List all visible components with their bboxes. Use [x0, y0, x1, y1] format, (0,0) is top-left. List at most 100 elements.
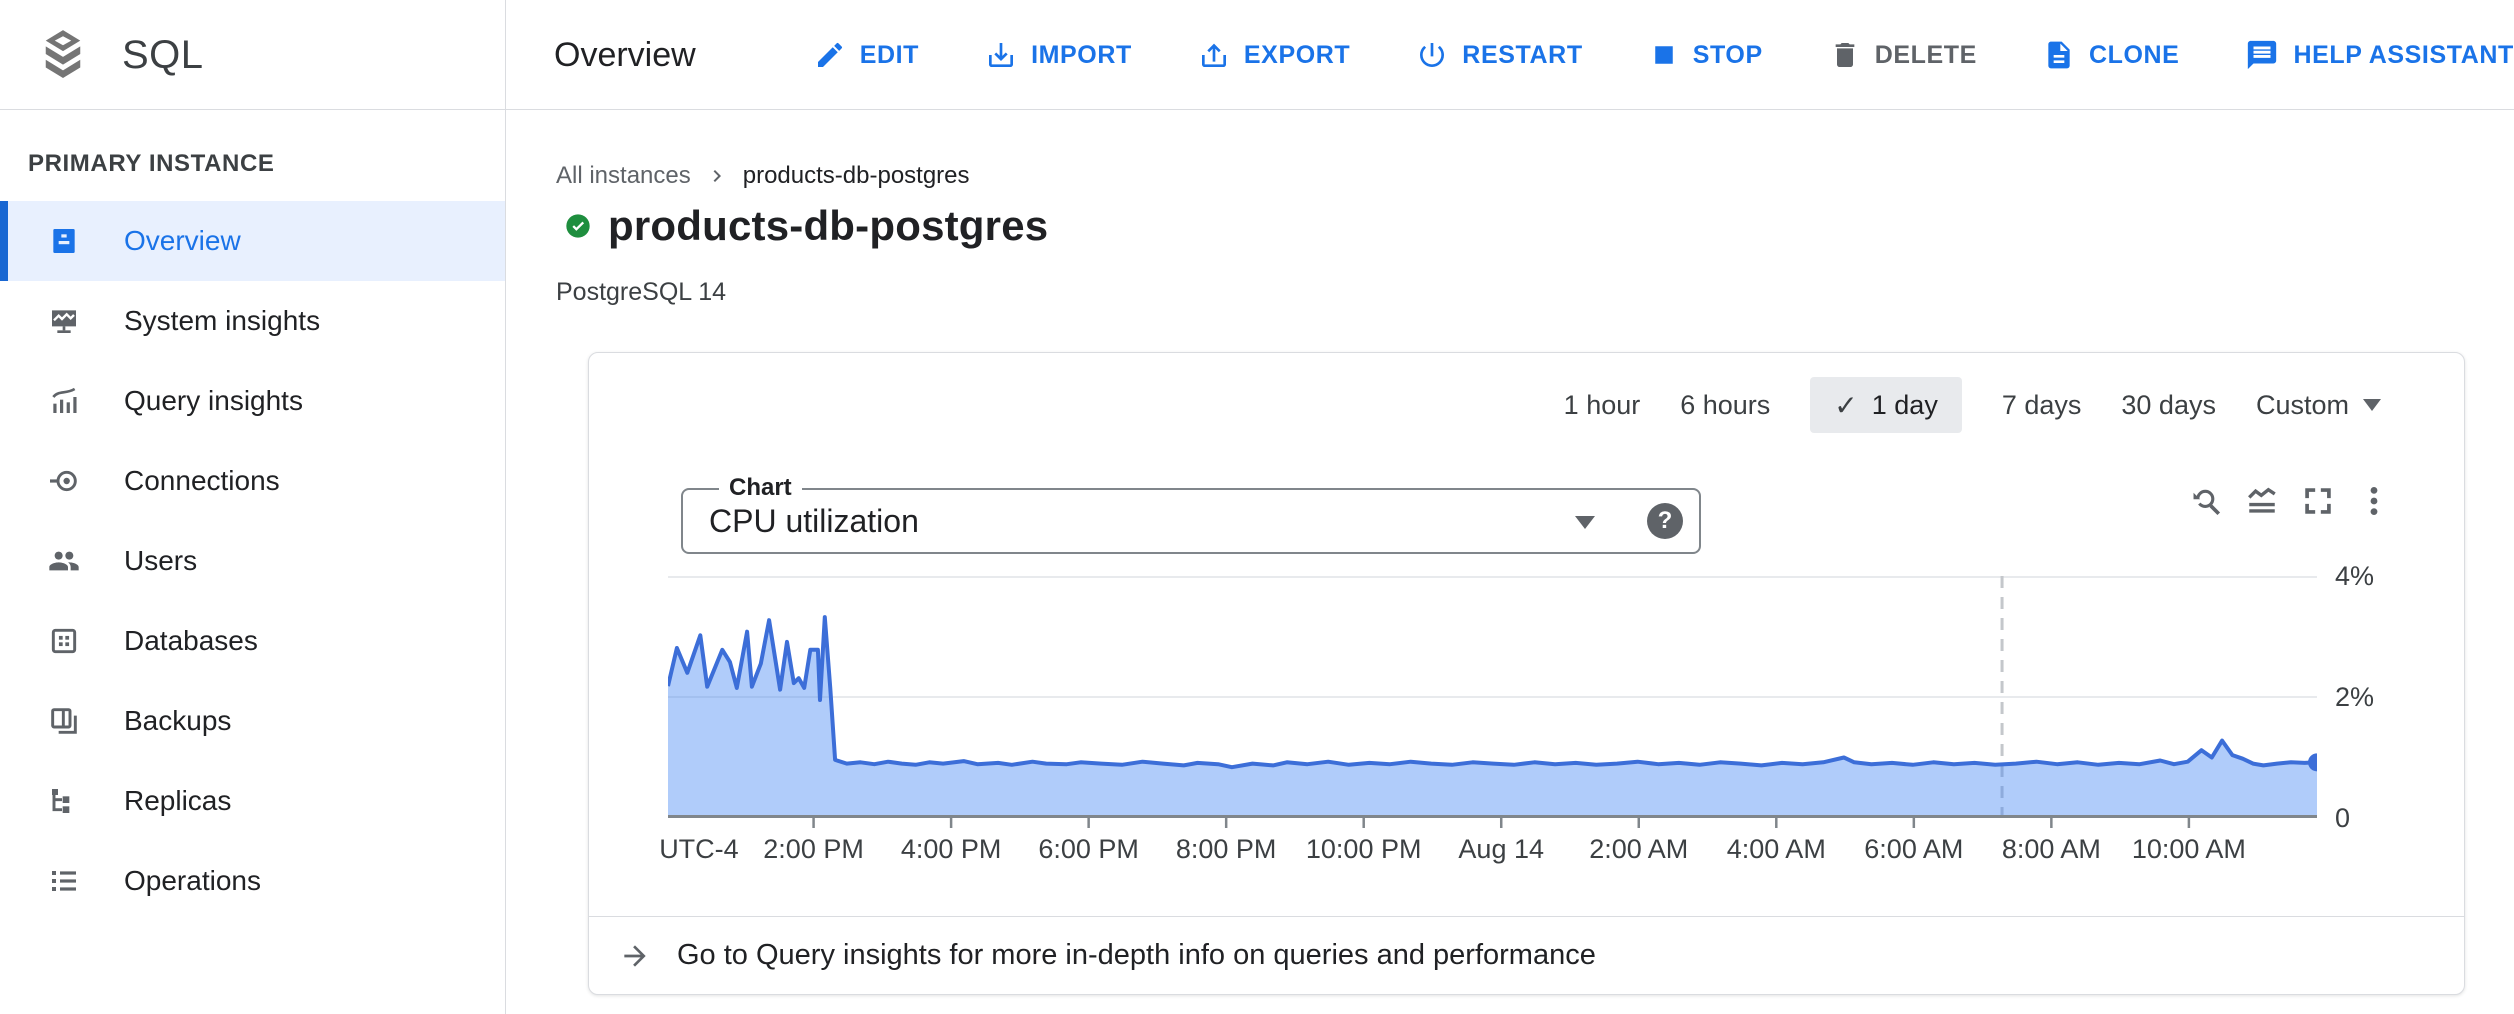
- replicas-icon: [52, 789, 70, 813]
- area-chart-icon[interactable]: [2245, 484, 2279, 518]
- sidebar-item-label: Databases: [124, 625, 258, 656]
- time-range-selector: 1 hour 6 hours ✓ 1 day 7 days 30 days Cu…: [1564, 376, 2381, 434]
- cloud-sql-logo-icon: [45, 30, 81, 78]
- product-logo-area: SQL: [0, 0, 506, 110]
- sidebar-item-replicas[interactable]: Replicas: [0, 761, 505, 841]
- instance-action-toolbar: EDIT IMPORT EXPORT RESTART STOP: [814, 38, 2514, 72]
- y-axis-label: 2%: [2335, 682, 2375, 712]
- sidebar-item-label: Connections: [124, 465, 280, 496]
- chat-icon: [2248, 40, 2277, 70]
- x-axis-label: 8:00 AM: [2001, 834, 2101, 864]
- time-range-30-days[interactable]: 30 days: [2121, 389, 2216, 420]
- time-range-custom[interactable]: Custom: [2256, 390, 2381, 421]
- help-icon[interactable]: ?: [1647, 503, 1683, 539]
- restart-button[interactable]: RESTART: [1416, 39, 1582, 71]
- edit-button[interactable]: EDIT: [814, 39, 919, 71]
- sidebar-item-label: Overview: [124, 225, 241, 256]
- sidebar-item-overview[interactable]: Overview: [0, 201, 505, 281]
- sidebar: PRIMARY INSTANCE Overview System insight…: [0, 110, 506, 1014]
- x-axis-label: Aug 14: [1458, 834, 1544, 864]
- x-axis-label: 10:00 AM: [2131, 834, 2246, 864]
- x-axis-label: 4:00 PM: [900, 834, 1002, 864]
- chart-select-label: Chart: [719, 474, 802, 502]
- sidebar-item-label: Operations: [124, 865, 261, 896]
- export-icon: [1201, 43, 1226, 67]
- sidebar-item-label: Replicas: [124, 785, 232, 816]
- pencil-icon: [817, 42, 842, 67]
- sidebar-item-label: Query insights: [124, 385, 303, 416]
- instance-name-title: products-db-postgres: [608, 202, 1049, 249]
- breadcrumb-all-instances[interactable]: All instances: [556, 162, 691, 189]
- zoom-reset-icon[interactable]: [2189, 484, 2223, 518]
- x-axis-label: 6:00 AM: [1864, 834, 1964, 864]
- sidebar-item-label: Users: [124, 545, 198, 576]
- x-axis-timezone-label: UTC-4: [659, 834, 739, 864]
- restart-label: RESTART: [1462, 40, 1583, 69]
- time-range-1-day-label: 1 day: [1871, 389, 1938, 420]
- dropdown-caret-icon: [2363, 399, 2381, 411]
- connections-icon: [50, 470, 77, 492]
- more-vert-icon[interactable]: [2357, 484, 2391, 518]
- query-insights-link-text: Go to Query insights for more in-depth i…: [677, 939, 1596, 971]
- import-button[interactable]: IMPORT: [985, 39, 1132, 71]
- operations-icon: [52, 871, 76, 891]
- product-name: SQL: [122, 32, 204, 77]
- fullscreen-icon[interactable]: [2301, 484, 2335, 518]
- stop-button[interactable]: STOP: [1649, 40, 1763, 70]
- chart-metric-value: CPU utilization: [709, 503, 919, 539]
- time-range-1-hour[interactable]: 1 hour: [1563, 389, 1641, 420]
- backups-icon: [51, 708, 77, 734]
- sidebar-item-users[interactable]: Users: [0, 521, 505, 601]
- x-axis-label: 4:00 AM: [1726, 834, 1826, 864]
- main-content: All instances products-db-postgres produ…: [506, 110, 2514, 1014]
- export-button[interactable]: EXPORT: [1198, 39, 1350, 71]
- import-label: IMPORT: [1031, 40, 1132, 69]
- sidebar-item-connections[interactable]: Connections: [0, 441, 505, 521]
- check-icon: ✓: [1834, 389, 1858, 421]
- custom-label: Custom: [2255, 389, 2349, 420]
- sidebar-item-label: System insights: [124, 305, 321, 336]
- stop-icon: [1654, 46, 1673, 64]
- delete-button[interactable]: DELETE: [1829, 39, 1977, 71]
- breadcrumb-current: products-db-postgres: [742, 162, 970, 189]
- chart-action-icons: [2189, 484, 2391, 518]
- query-insights-link[interactable]: Go to Query insights for more in-depth i…: [619, 917, 2444, 994]
- clone-button[interactable]: CLONE: [2043, 39, 2180, 71]
- chart-plot-area: [666, 576, 2326, 828]
- import-icon: [989, 43, 1014, 67]
- edit-label: EDIT: [859, 40, 920, 69]
- page-header-bar: Overview EDIT IMPORT EXPORT RESTART: [506, 0, 2514, 110]
- y-axis-label: 0: [2335, 803, 2351, 833]
- x-axis-label: 2:00 AM: [1589, 834, 1689, 864]
- help-assistant-button[interactable]: HELP ASSISTANT: [2245, 38, 2513, 72]
- sidebar-item-system-insights[interactable]: System insights: [0, 281, 505, 361]
- databases-icon: [51, 628, 77, 654]
- metrics-card: 1 hour 6 hours ✓ 1 day 7 days 30 days Cu…: [588, 352, 2465, 995]
- export-label: EXPORT: [1243, 40, 1351, 69]
- system-insights-icon: [52, 310, 76, 333]
- x-axis-label: 6:00 PM: [1038, 834, 1139, 864]
- sidebar-section-label: PRIMARY INSTANCE: [28, 150, 275, 177]
- chevron-right-icon: [705, 164, 729, 188]
- sidebar-nav: Overview System insights Query insights: [0, 201, 505, 921]
- cpu-utilization-chart[interactable]: [666, 576, 2326, 830]
- time-range-7-days[interactable]: 7 days: [2001, 389, 2082, 420]
- delete-label: DELETE: [1874, 40, 1977, 69]
- stop-label: STOP: [1692, 40, 1763, 69]
- breadcrumb: All instances products-db-postgres: [556, 162, 970, 190]
- x-axis-label: 8:00 PM: [1175, 834, 1277, 864]
- time-range-1-day-selected[interactable]: ✓ 1 day: [1810, 377, 1962, 433]
- instance-engine: PostgreSQL 14: [556, 278, 727, 306]
- help-assistant-label: HELP ASSISTANT: [2293, 40, 2514, 69]
- sidebar-item-backups[interactable]: Backups: [0, 681, 505, 761]
- sidebar-item-query-insights[interactable]: Query insights: [0, 361, 505, 441]
- time-range-6-hours[interactable]: 6 hours: [1680, 389, 1771, 420]
- users-icon: [49, 551, 79, 571]
- trash-icon: [1835, 43, 1855, 67]
- sidebar-item-databases[interactable]: Databases: [0, 601, 505, 681]
- chevron-down-icon: [1575, 516, 1595, 529]
- sidebar-item-operations[interactable]: Operations: [0, 841, 505, 921]
- chart-metric-select[interactable]: Chart CPU utilization ?: [681, 474, 1701, 554]
- y-axis-label: 4%: [2335, 561, 2375, 591]
